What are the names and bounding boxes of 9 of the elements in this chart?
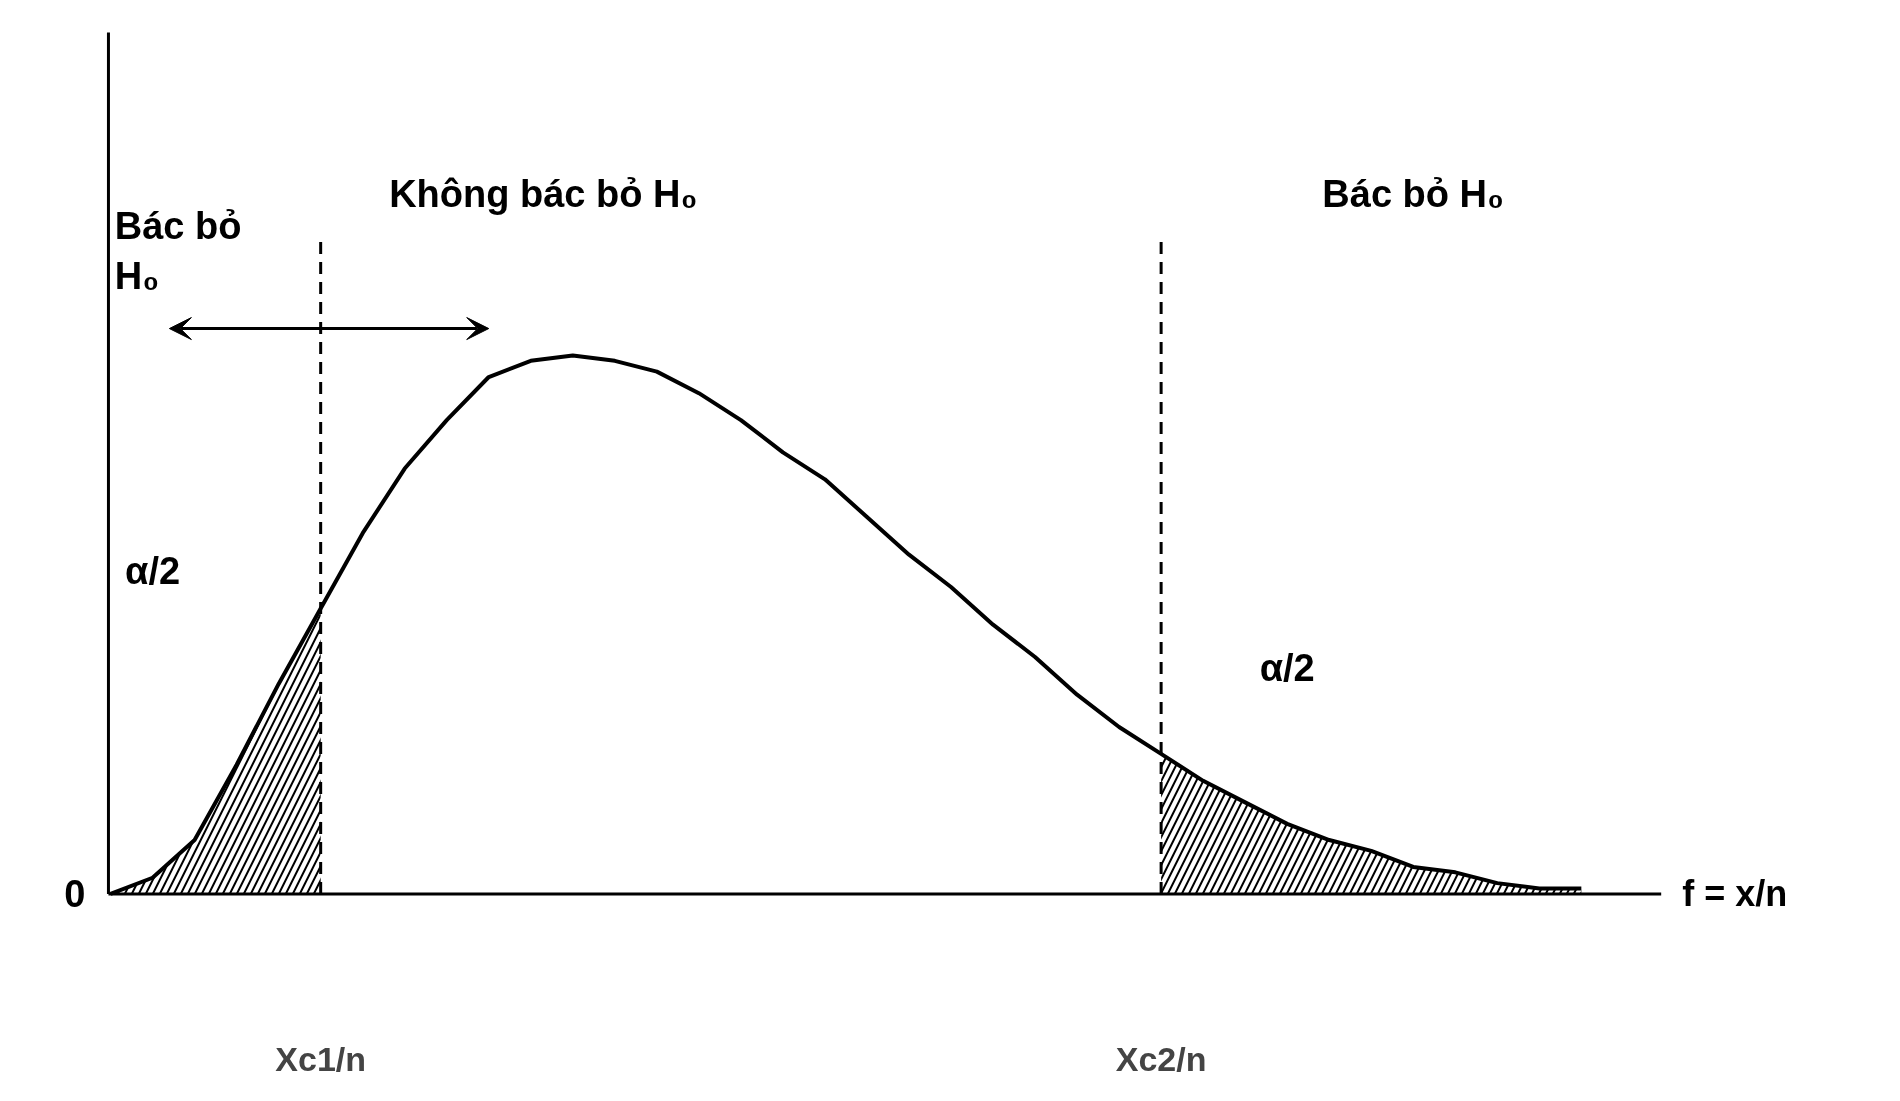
x-tick-label: Xc1/n (275, 1039, 367, 1078)
x-tick-label: Xc2/n (1115, 1039, 1207, 1078)
text: 0 (64, 873, 86, 916)
text: Bác bỏ H₀ (114, 204, 242, 298)
x-axis-title: f = x/n (1682, 873, 1788, 915)
annotation: α/2 (1259, 646, 1315, 689)
text: Bác bỏ H₀ (1322, 172, 1505, 215)
annotation: α/2 (125, 549, 181, 592)
text: Không bác bỏ H₀ (389, 172, 698, 215)
